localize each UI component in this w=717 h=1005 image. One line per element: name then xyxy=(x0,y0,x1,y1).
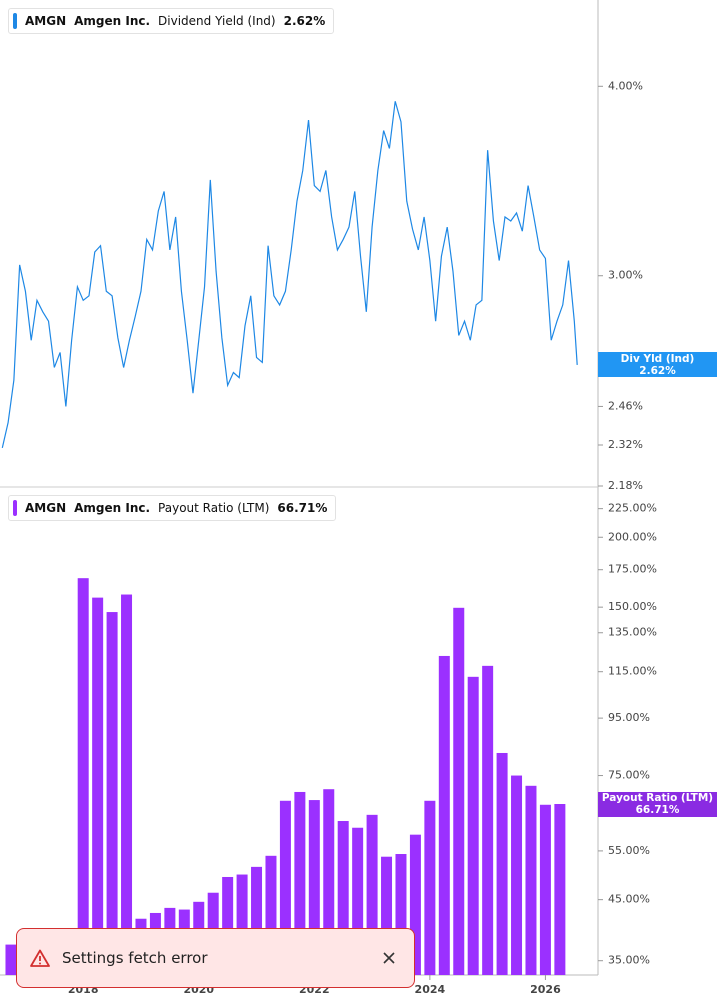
y-tick-label: 115.00% xyxy=(608,665,657,678)
legend-swatch xyxy=(13,13,17,29)
bar xyxy=(106,612,118,975)
y-tick-label: 35.00% xyxy=(608,954,650,967)
bar xyxy=(337,821,349,975)
company: Amgen Inc. xyxy=(74,501,151,515)
metric: Payout Ratio (LTM) xyxy=(158,501,270,515)
warning-icon xyxy=(30,949,50,967)
bar xyxy=(467,676,479,975)
toast-message: Settings fetch error xyxy=(62,949,208,967)
bar xyxy=(539,804,551,975)
badge-value: 2.62% xyxy=(639,364,676,377)
x-tick-label: 2024 xyxy=(415,983,446,996)
y-tick-label: 135.00% xyxy=(608,626,657,639)
y-tick-label: 55.00% xyxy=(608,844,650,857)
bar xyxy=(409,834,421,975)
value-badge: Div Yld (Ind) 2.62% xyxy=(598,352,717,378)
bar xyxy=(438,655,450,975)
y-tick-label: 2.32% xyxy=(608,438,643,451)
y-tick-label: 3.00% xyxy=(608,269,643,282)
y-tick-label: 225.00% xyxy=(608,502,657,515)
bar xyxy=(77,578,89,975)
bar xyxy=(92,597,104,975)
bar xyxy=(511,775,523,975)
close-button[interactable] xyxy=(382,951,396,965)
bar xyxy=(366,814,378,975)
toast: Settings fetch error xyxy=(16,928,415,988)
y-tick-label: 200.00% xyxy=(608,530,657,543)
y-tick-label: 75.00% xyxy=(608,769,650,782)
bar xyxy=(352,827,364,975)
legend: AMGN Amgen Inc. Payout Ratio (LTM) 66.71… xyxy=(8,495,337,521)
company: Amgen Inc. xyxy=(74,14,151,28)
bar xyxy=(121,594,133,975)
bar xyxy=(308,800,320,975)
x-tick-label: 2026 xyxy=(530,983,561,996)
y-tick-label: 95.00% xyxy=(608,711,650,724)
badge-value: 66.71% xyxy=(635,804,680,816)
y-tick-label: 175.00% xyxy=(608,563,657,576)
bar xyxy=(496,752,508,975)
value-badge: Payout Ratio (LTM) 66.71% xyxy=(598,791,717,817)
bar xyxy=(251,866,263,975)
badge-label: Div Yld (Ind) xyxy=(620,352,695,365)
legend: AMGN Amgen Inc. Dividend Yield (Ind) 2.6… xyxy=(8,8,335,34)
legend-value: 2.62% xyxy=(283,14,326,28)
badge-label: Payout Ratio (LTM) xyxy=(601,792,714,804)
y-tick-label: 2.18% xyxy=(608,479,643,492)
y-tick-label: 45.00% xyxy=(608,893,650,906)
bar xyxy=(236,874,248,975)
ticker: AMGN xyxy=(25,501,67,515)
bar xyxy=(294,791,306,975)
bar xyxy=(265,855,277,975)
bar xyxy=(453,607,465,975)
bar xyxy=(222,876,234,975)
bar xyxy=(279,800,291,975)
bar xyxy=(554,804,566,975)
bar xyxy=(525,785,537,975)
bar xyxy=(323,789,335,975)
metric: Dividend Yield (Ind) xyxy=(158,14,276,28)
bar xyxy=(482,665,494,975)
y-tick-label: 150.00% xyxy=(608,600,657,613)
bar xyxy=(381,856,393,975)
y-tick-label: 2.46% xyxy=(608,399,643,412)
bar xyxy=(395,854,407,975)
line xyxy=(1,101,578,448)
legend-swatch xyxy=(13,500,17,516)
bar xyxy=(424,800,436,975)
ticker: AMGN xyxy=(25,14,67,28)
legend-value: 66.71% xyxy=(277,501,328,515)
bar xyxy=(5,944,17,975)
y-tick-label: 4.00% xyxy=(608,79,643,92)
